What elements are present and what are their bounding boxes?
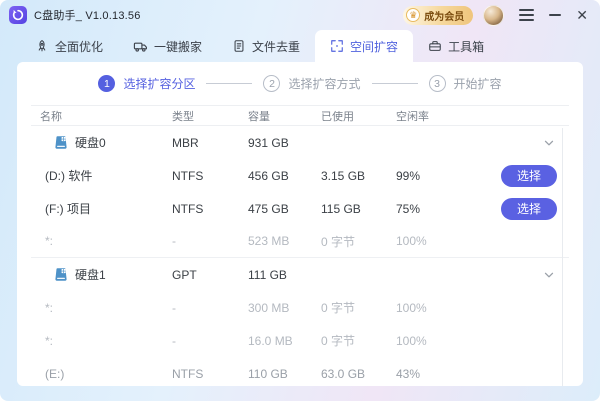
disk-group-row: 硬盘1 GPT 111 GB: [31, 258, 569, 291]
partition-used: 3.15 GB: [321, 168, 366, 183]
partition-capacity: 300 MB: [248, 300, 290, 315]
partition-used: 115 GB: [321, 201, 361, 216]
partition-free: 99%: [396, 168, 421, 183]
step-connector: [206, 83, 253, 84]
disk-name: 硬盘1: [75, 268, 106, 282]
partition-row: *: - 300 MB 0 字节 100%: [31, 291, 569, 324]
document-icon: [232, 39, 246, 53]
partition-row: *: - 523 MB 0 字节 100%: [31, 225, 569, 258]
partition-free: 43%: [396, 366, 421, 381]
hard-drive-icon: [52, 134, 70, 152]
select-button[interactable]: 选择: [501, 197, 557, 220]
step-connector: [371, 83, 418, 84]
col-capacity: 容量: [248, 110, 270, 123]
toolbox-icon: [428, 39, 442, 53]
tab-toolbox[interactable]: 工具箱: [413, 30, 499, 62]
close-icon[interactable]: ✕: [576, 7, 588, 23]
table-header: 名称 类型 容量 已使用 空闲率: [31, 105, 569, 126]
partition-capacity: 456 GB: [248, 168, 289, 183]
partition-type: NTFS: [172, 201, 204, 216]
rocket-icon: [35, 39, 49, 53]
chevron-down-icon[interactable]: [543, 137, 557, 149]
partition-name: (E:): [45, 366, 65, 381]
step-select-partition: 1 选择扩容分区: [98, 75, 195, 92]
app-title: C盘助手_ V1.0.13.56: [34, 10, 141, 22]
partition-name: (D:) 软件: [45, 169, 93, 183]
step-label: 开始扩容: [453, 77, 502, 91]
disk-type-value: MBR: [172, 135, 199, 150]
partition-name: *:: [45, 333, 54, 348]
titlebar: C盘助手_ V1.0.13.56 ♛ 成为会员 ✕: [0, 0, 600, 30]
col-name: 名称: [40, 110, 62, 123]
col-free: 空闲率: [396, 110, 429, 123]
disk-group-row: 硬盘0 MBR 931 GB: [31, 126, 569, 159]
tab-full-optimization[interactable]: 全面优化: [20, 30, 118, 62]
step-label: 选择扩容方式: [288, 77, 361, 91]
truck-icon: [133, 39, 148, 54]
partition-free: 100%: [396, 333, 427, 348]
partition-row: (E:) NTFS 110 GB 63.0 GB 43%: [31, 357, 569, 386]
crown-icon: ♛: [406, 8, 421, 22]
tab-label: 文件去重: [252, 39, 301, 54]
partition-type: -: [172, 333, 176, 348]
tab-one-click-move[interactable]: 一键搬家: [118, 30, 217, 62]
partition-row: *: - 16.0 MB 0 字节 100%: [31, 324, 569, 357]
step-select-method: 2 选择扩容方式: [263, 75, 361, 92]
partition-type: -: [172, 300, 176, 315]
step-number: 1: [98, 75, 116, 92]
tab-file-dedupe[interactable]: 文件去重: [217, 30, 315, 62]
partition-used: 0 字节: [321, 334, 356, 348]
table-body: 硬盘0 MBR 931 GB (D:) 软件 NTFS 456 GB 3.15 …: [31, 126, 569, 386]
step-number: 2: [263, 75, 281, 92]
step-label: 选择扩容分区: [123, 77, 196, 91]
partition-capacity: 475 GB: [248, 201, 289, 216]
disk-capacity-value: 111 GB: [248, 267, 287, 282]
scrollbar-track[interactable]: [562, 128, 563, 386]
partition-row: (F:) 项目 NTFS 475 GB 115 GB 75% 选择: [31, 192, 569, 225]
member-badge[interactable]: ♛ 成为会员: [403, 5, 474, 25]
partition-type: NTFS: [172, 366, 204, 381]
col-used: 已使用: [321, 110, 354, 123]
partition-name: (F:) 项目: [45, 202, 91, 216]
partition-used: 0 字节: [321, 234, 356, 249]
partition-type: -: [172, 234, 176, 248]
tab-label: 全面优化: [55, 39, 104, 54]
app-logo-icon: [9, 6, 27, 24]
partition-row: (D:) 软件 NTFS 456 GB 3.15 GB 99% 选择: [31, 159, 569, 192]
step-number: 3: [428, 75, 446, 92]
select-button[interactable]: 选择: [501, 164, 557, 187]
partition-free: 100%: [396, 234, 427, 248]
partition-capacity: 110 GB: [248, 366, 288, 381]
tab-label: 空间扩容: [350, 39, 399, 54]
chevron-down-icon[interactable]: [543, 269, 557, 281]
partition-free: 100%: [396, 300, 427, 315]
disk-name: 硬盘0: [75, 136, 106, 150]
step-start-expansion: 3 开始扩容: [428, 75, 502, 92]
partition-name: *:: [45, 234, 54, 248]
avatar[interactable]: [483, 4, 505, 26]
disk-type-value: GPT: [172, 267, 197, 282]
tab-label: 一键搬家: [154, 39, 203, 54]
stepper: 1 选择扩容分区 2 选择扩容方式 3 开始扩容: [17, 62, 583, 105]
partition-free: 75%: [396, 201, 421, 216]
partition-used: 0 字节: [321, 301, 356, 315]
partition-capacity: 523 MB: [248, 234, 290, 248]
hard-drive-icon: [52, 266, 70, 284]
tabbar: 全面优化 一键搬家 文件去重 空间扩容 工具箱: [0, 30, 600, 62]
content-panel: 1 选择扩容分区 2 选择扩容方式 3 开始扩容 名称 类型 容量 已使用 空闲…: [17, 62, 583, 386]
tab-label: 工具箱: [448, 39, 485, 54]
partition-type: NTFS: [172, 168, 204, 183]
col-type: 类型: [172, 110, 194, 123]
menu-icon[interactable]: [519, 9, 535, 21]
partition-name: *:: [45, 300, 54, 315]
window-controls: ✕: [519, 8, 588, 22]
partition-capacity: 16.0 MB: [248, 333, 293, 348]
disk-capacity-value: 931 GB: [248, 135, 289, 150]
member-badge-label: 成为会员: [424, 11, 465, 23]
tab-space-expansion[interactable]: 空间扩容: [315, 30, 414, 62]
partition-used: 63.0 GB: [321, 366, 366, 381]
minimize-icon[interactable]: [549, 14, 562, 16]
arrows-expand-icon: [330, 39, 344, 53]
